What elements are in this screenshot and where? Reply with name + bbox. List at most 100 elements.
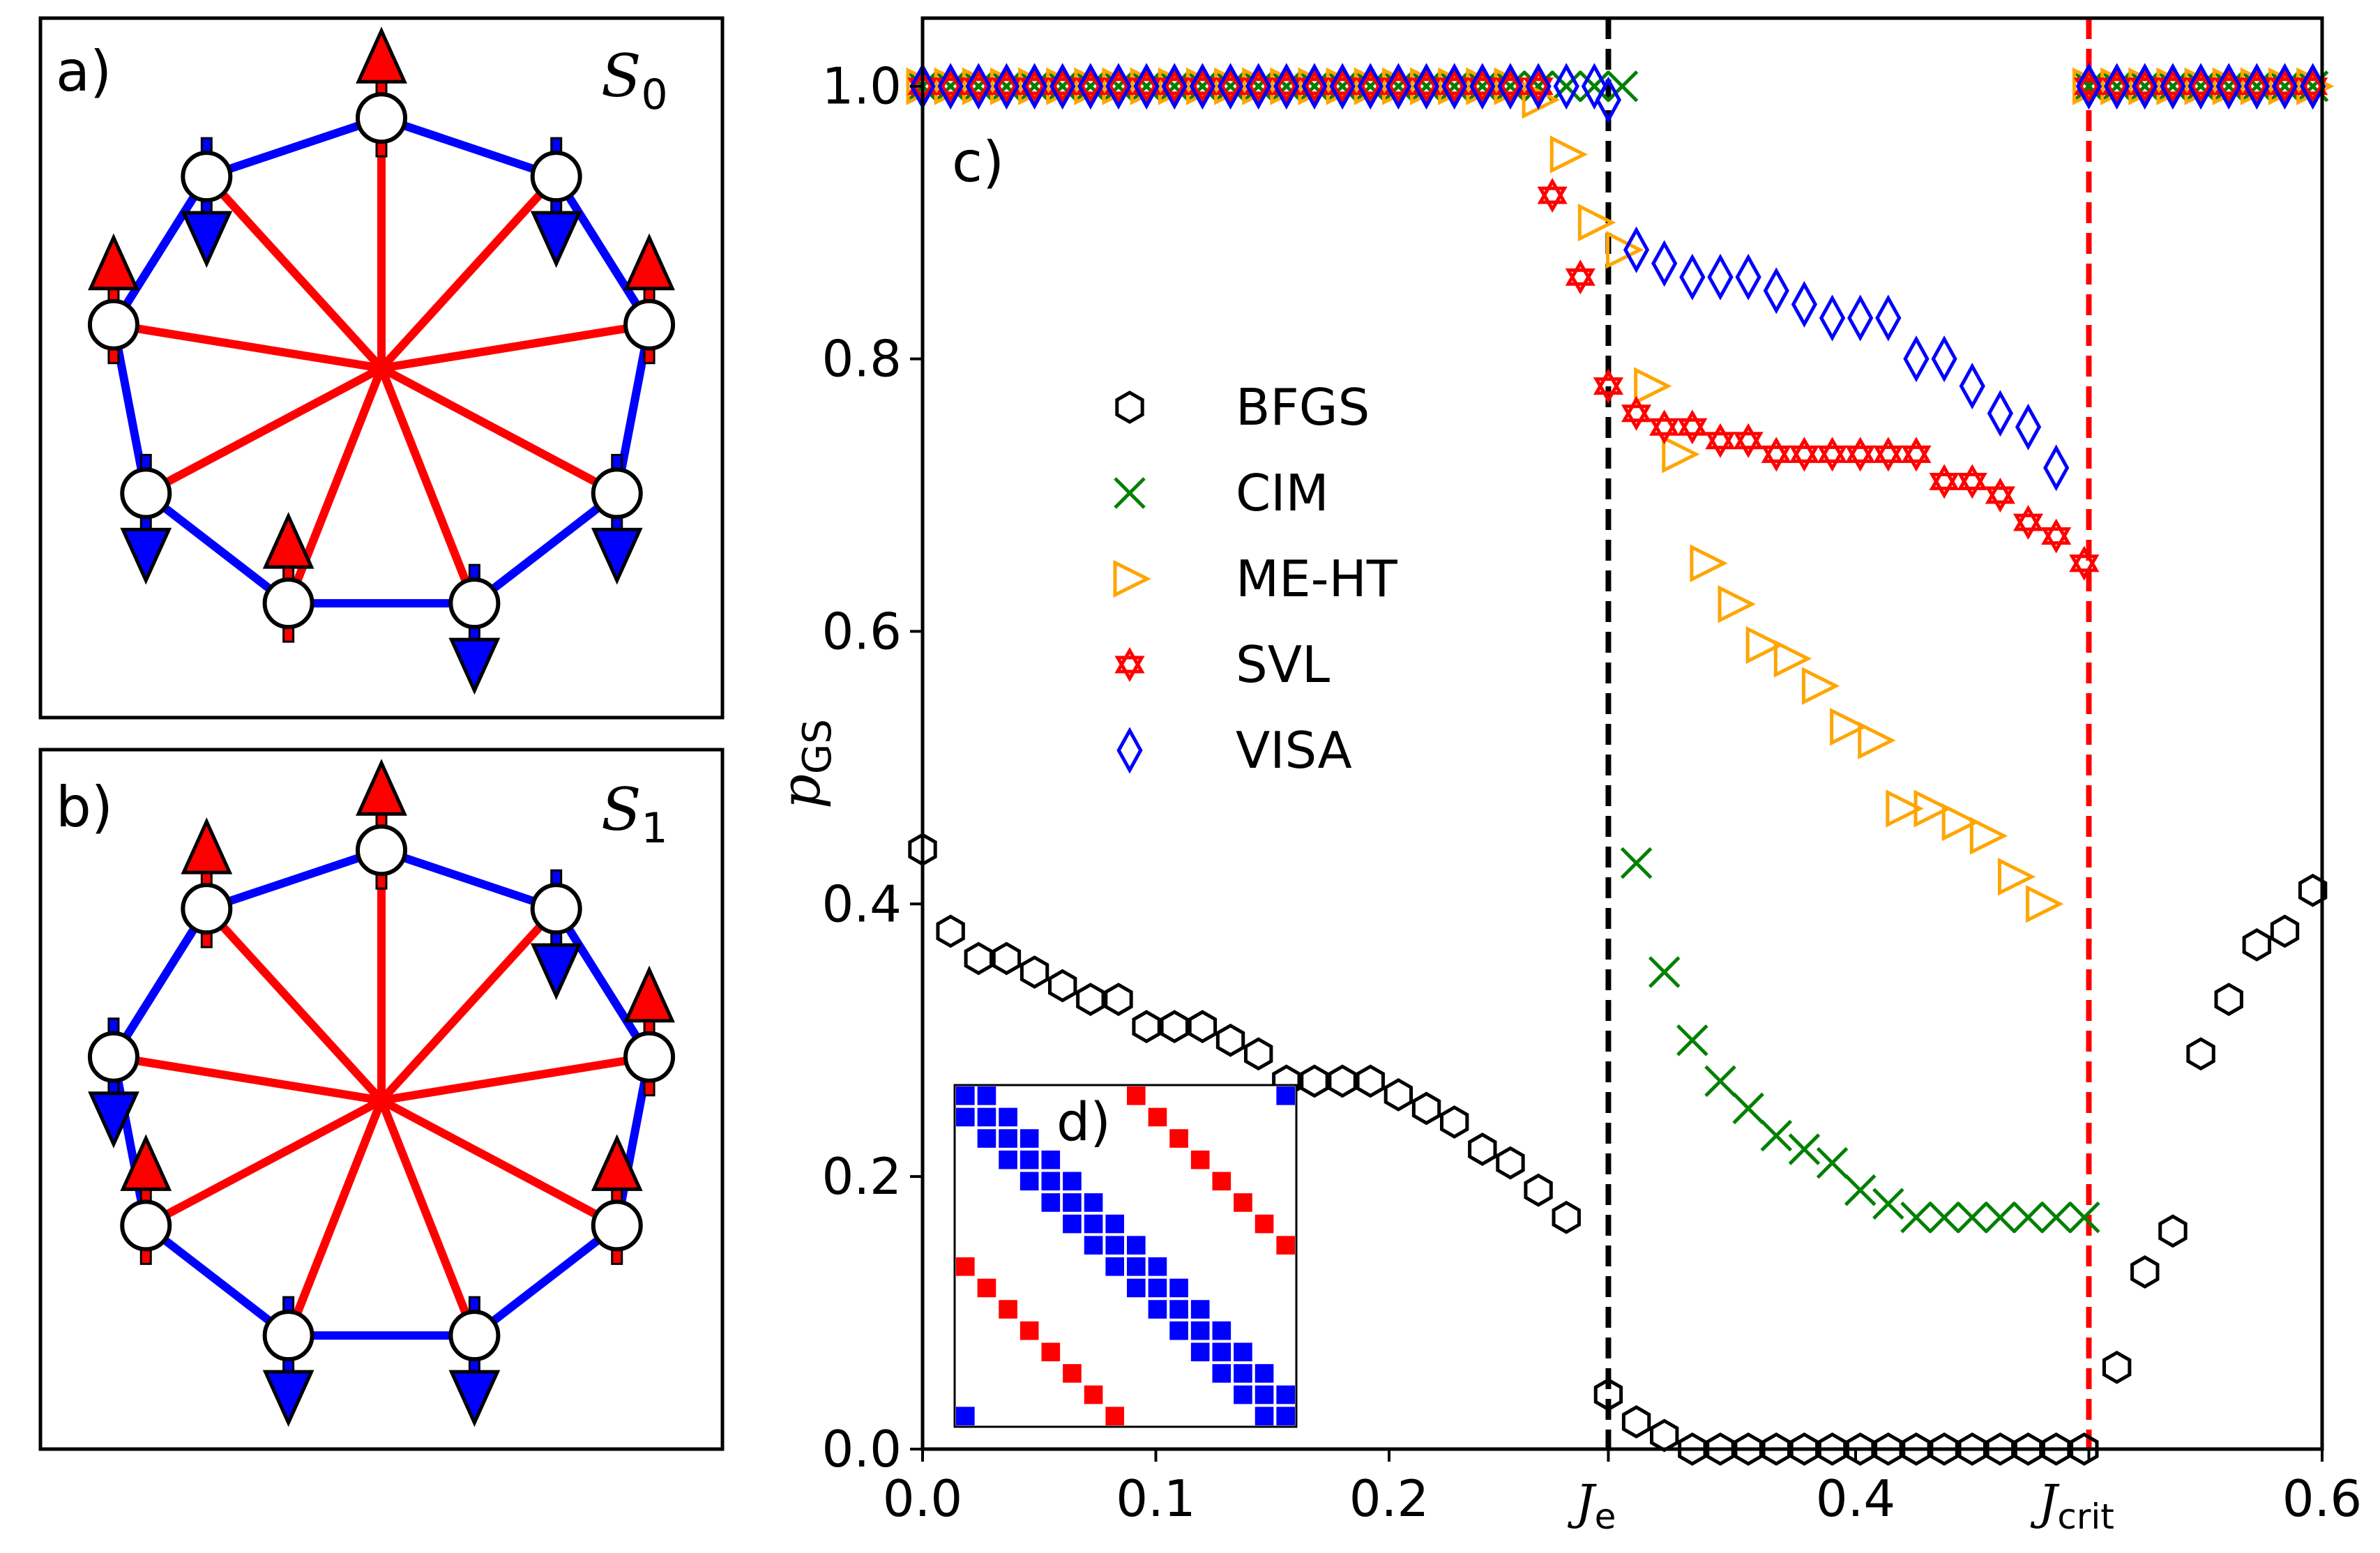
data-point-cim [1872,1188,1904,1220]
data-point-cim [1075,70,1107,103]
data-point-cim [1410,70,1443,103]
ferro-bond [142,1221,293,1340]
data-point-svl [1733,423,1764,458]
data-point-visa [1623,226,1650,273]
x-tick-label: 0.1 [1116,1469,1196,1528]
pgs-chart: 0.0 0.1 0.2 Je 0.4 Jcrit 0.6 0.0 0.2 0.4 0.6 0.8 1.0… [770,16,2362,1537]
spin-site [530,883,582,935]
matrix-cell-ferro [1063,1214,1082,1234]
matrix-cell-antiferro [977,1278,996,1298]
data-point-svl [2013,505,2044,540]
spin-down-arrow [591,453,643,585]
data-point-svl [2102,68,2132,104]
matrix-cell-ferro [1020,1150,1039,1169]
data-point-bfgs [1411,1091,1441,1126]
data-point-bfgs [1650,1418,1679,1453]
spin-down-arrow [448,1296,501,1427]
matrix-cell-antiferro [1234,1193,1252,1212]
matrix-cell-ferro [1105,1236,1124,1255]
data-point-visa [2243,63,2270,110]
spin-site [262,577,314,630]
data-point-svl [1411,68,1442,104]
series-me-ht [906,67,2335,923]
data-point-visa [1385,63,1411,110]
data-point-svl [1621,395,1652,431]
data-point-svl [2185,68,2216,104]
spin-down-arrow [87,1017,139,1149]
data-point-cim [1956,1202,1989,1234]
data-point-cim [1271,70,1303,103]
legend-marker-cim [1114,477,1146,509]
spin-up-arrow [181,817,233,948]
spin-down-arrow [181,137,233,268]
matrix-cell-ferro [1063,1193,1082,1212]
x-tick-label: 0.2 [1349,1469,1430,1528]
matrix-cell-ferro [1084,1193,1103,1212]
data-point-visa [1763,267,1789,315]
data-point-svl [1705,423,1736,458]
data-point-bfgs [1552,1200,1581,1234]
data-point-svl [1901,437,1932,472]
data-point-me-ht [1886,789,1924,828]
matrix-cell-ferro [999,1150,1017,1169]
data-point-visa [1413,63,1440,110]
data-point-bfgs [1468,1132,1497,1166]
spin-site [591,467,643,520]
matrix-cell-ferro [1276,1086,1295,1105]
data-point-cim [2040,1202,2072,1234]
data-point-cim [1102,70,1135,103]
data-point-visa [1791,280,1818,328]
data-point-visa [937,63,964,110]
data-point-visa [965,63,992,110]
data-point-svl [1187,68,1218,104]
data-point-bfgs [1048,969,1077,1003]
matrix-cell-ferro [1084,1214,1103,1234]
data-point-me-ht [1969,817,2008,855]
ferro-bond [142,489,293,608]
x-tick-label: Jcrit [2030,1476,2114,1537]
data-point-me-ht [2026,885,2064,923]
data-point-me-ht [1801,667,1840,705]
matrix-cell-ferro [1255,1385,1274,1404]
spin-up-arrow [120,1134,172,1265]
data-point-bfgs [1524,1173,1553,1207]
data-point-svl [1985,478,2016,513]
data-point-visa [2215,63,2242,110]
data-point-cim [1466,70,1499,103]
spin-down-arrow [262,1296,314,1427]
data-point-visa [1931,335,1957,383]
matrix-cell-ferro [1190,1300,1210,1319]
data-point-cim [1816,1146,1849,1179]
data-point-cim [1606,70,1639,103]
spin-site [120,467,172,520]
data-point-svl [2041,518,2072,554]
legend-label-svl: SVL [1236,635,1330,694]
antiferro-bond [378,906,560,1104]
data-point-bfgs [2214,983,2243,1016]
data-point-visa [1987,390,2013,437]
data-point-bfgs [1846,1432,1875,1466]
matrix-cell-ferro [1148,1300,1167,1319]
matrix-cell-ferro [1212,1364,1231,1383]
antiferro-bond [377,366,478,605]
y-tick-label: 0.6 [821,602,902,660]
antiferro-bond [381,1052,651,1105]
spin-up-arrow [623,965,676,1097]
data-point-me-ht [1745,626,1784,665]
data-point-svl [1761,437,1791,472]
data-point-cim [1046,70,1079,103]
data-point-visa [1581,63,1607,110]
spin-site [591,1199,643,1252]
data-point-me-ht [1773,639,1812,678]
data-point-cim [1648,956,1681,988]
data-point-visa [1679,253,1706,301]
data-point-cim [1354,70,1387,103]
data-point-cim [2268,70,2301,103]
spin-down-arrow [448,563,501,695]
spin-down-arrow [530,137,582,268]
data-point-visa [1245,63,1272,110]
ferro-bond [470,1221,621,1340]
antiferro-bond [203,906,385,1104]
ferro-bond [109,904,211,1061]
